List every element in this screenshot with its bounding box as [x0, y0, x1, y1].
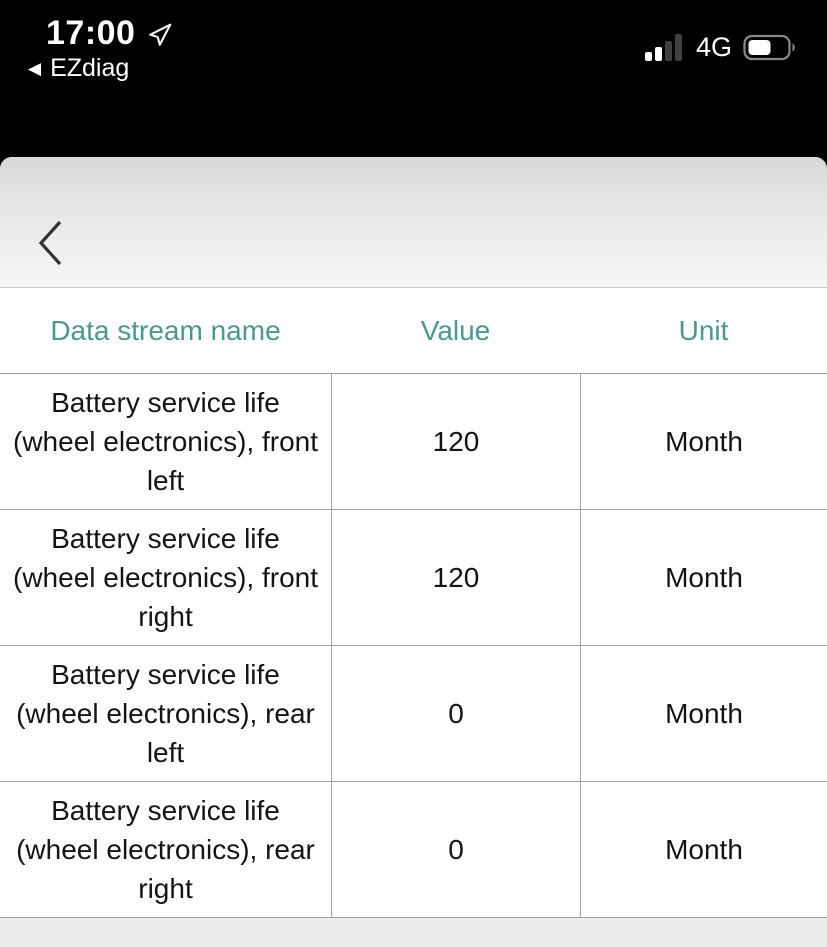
table-row: Battery service life (wheel electronics)… [0, 646, 827, 782]
back-triangle-icon: ◀ [28, 59, 42, 78]
column-header-name: Data stream name [50, 314, 281, 346]
cell-name: Battery service life (wheel electronics)… [16, 659, 315, 768]
battery-icon [743, 34, 795, 61]
cell-name: Battery service life (wheel electronics)… [13, 523, 319, 632]
table-row: Battery service life (wheel electronics)… [0, 510, 827, 646]
back-to-app-label: EZdiag [50, 54, 130, 82]
column-header-value: Value [420, 314, 491, 346]
chevron-left-icon back-button[interactable] [36, 219, 66, 267]
cell-unit: Month [580, 374, 827, 509]
back-to-app-button[interactable]: ◀ EZdiag [28, 54, 129, 83]
table-header-row: Data stream name Value Unit [0, 288, 827, 374]
cell-name: Battery service life (wheel electronics)… [13, 387, 319, 496]
cellular-signal-icon [644, 34, 682, 61]
scroll-background [0, 918, 827, 947]
column-header-unit: Unit [678, 314, 729, 346]
cell-value: 120 [331, 374, 580, 509]
location-arrow-icon [149, 23, 172, 46]
status-bar-right: 4G [644, 32, 797, 63]
content-card: Data stream name Value Unit Battery serv… [0, 157, 827, 947]
cell-unit: Month [580, 646, 827, 781]
cell-value: 0 [331, 646, 580, 781]
cell-value: 0 [331, 782, 580, 917]
status-time: 17:00 [46, 14, 136, 52]
table-row: Battery service life (wheel electronics)… [0, 782, 827, 918]
cell-unit: Month [580, 510, 827, 645]
table-row: Battery service life (wheel electronics)… [0, 374, 827, 510]
nav-header [0, 157, 827, 287]
network-type-label: 4G [695, 32, 732, 62]
data-stream-table: Data stream name Value Unit Battery serv… [0, 287, 827, 918]
cell-name: Battery service life (wheel electronics)… [16, 795, 315, 904]
status-time-group: 17:00 [46, 14, 173, 53]
status-bar: 17:00 ◀ EZdiag 4G [0, 0, 827, 157]
cell-unit: Month [580, 782, 827, 917]
cell-value: 120 [331, 510, 580, 645]
